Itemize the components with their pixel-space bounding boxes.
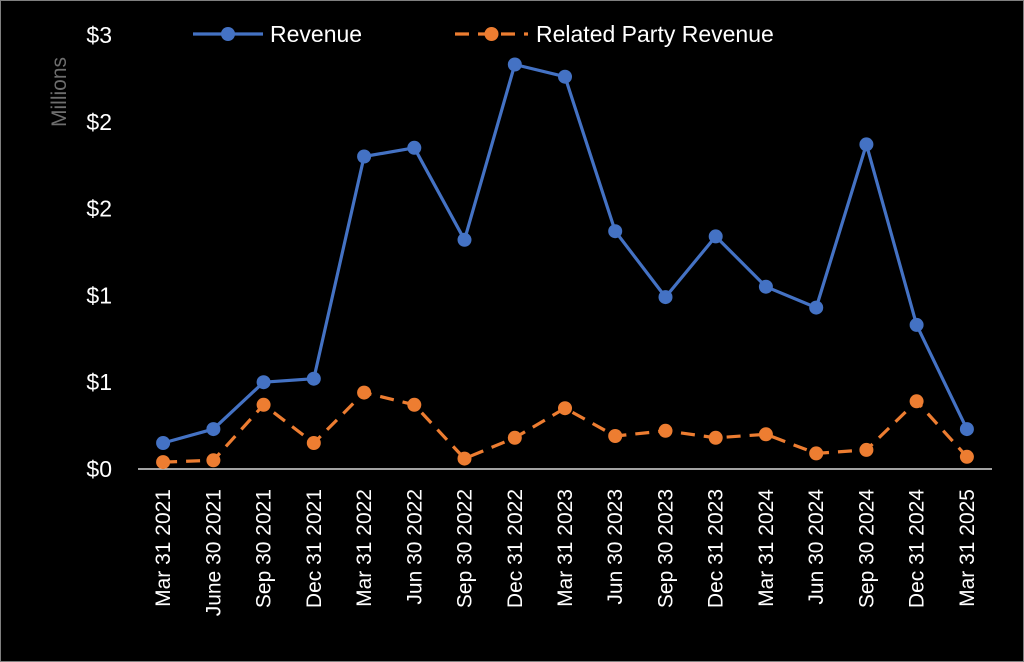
y-tick-label: $1 — [86, 369, 112, 395]
x-axis: Mar 31 2021 June 30 2021 Sep 30 2021 Dec 31… — [152, 489, 979, 617]
data-point — [156, 455, 171, 470]
x-tick-label: Mar 31 2023 — [554, 489, 577, 607]
data-point — [909, 394, 924, 409]
data-point — [306, 371, 321, 386]
y-tick-label: $3 — [86, 22, 112, 48]
x-tick-label: Jun 30 2022 — [403, 489, 426, 605]
data-point — [708, 229, 723, 244]
data-point — [457, 232, 472, 247]
data-point — [859, 442, 874, 457]
data-point — [156, 436, 171, 450]
x-tick-label: Jun 30 2023 — [604, 489, 627, 605]
data-point — [658, 290, 673, 305]
x-tick-label: June 30 2021 — [202, 489, 225, 616]
data-point — [206, 422, 221, 437]
x-tick-label: Sep 30 2022 — [454, 489, 477, 608]
x-tick-label: Dec 31 2023 — [705, 489, 728, 608]
data-point — [507, 430, 522, 445]
data-point — [206, 453, 221, 468]
data-point — [658, 423, 673, 438]
x-tick-label: Mar 31 2022 — [353, 489, 376, 607]
x-tick-label: Dec 31 2024 — [906, 489, 929, 608]
data-point — [809, 300, 824, 315]
series-line-1 — [163, 391, 969, 464]
series-line-0 — [162, 62, 969, 445]
x-tick-label: Jun 30 2024 — [805, 489, 828, 605]
y-tick-label: $1 — [86, 282, 112, 308]
data-point — [256, 375, 271, 390]
y-tick-label: $2 — [86, 196, 112, 222]
data-point — [407, 140, 422, 155]
data-point — [959, 449, 974, 464]
data-point — [558, 69, 572, 84]
y-units-label: Millions — [48, 57, 71, 127]
data-point — [708, 430, 723, 445]
x-tick-label: Mar 31 2024 — [755, 489, 778, 607]
x-tick-label: Dec 31 2021 — [303, 489, 326, 608]
x-tick-label: Mar 31 2021 — [152, 489, 175, 607]
data-point — [959, 422, 974, 437]
x-tick-label: Sep 30 2021 — [253, 489, 276, 608]
data-point — [909, 317, 924, 332]
legend-marker-1 — [484, 27, 499, 41]
data-point — [407, 397, 422, 412]
x-tick-label: Sep 30 2023 — [654, 489, 677, 608]
data-point — [558, 401, 572, 416]
data-point — [457, 451, 472, 466]
data-point — [256, 397, 271, 412]
data-point — [357, 385, 372, 400]
data-point — [859, 137, 874, 152]
y-axis: $0 $1 $1 $2 $2 $3 — [86, 22, 112, 482]
y-tick-label: $2 — [86, 109, 112, 135]
x-tick-label: Dec 31 2022 — [504, 489, 527, 608]
data-point — [758, 279, 773, 294]
data-point — [357, 149, 372, 164]
legend: Revenue Related Party Revenue — [193, 21, 774, 47]
series-layer — [156, 57, 974, 470]
y-tick-label: $0 — [86, 456, 112, 482]
legend-marker-0 — [221, 27, 235, 41]
data-point — [809, 446, 824, 461]
data-point — [507, 57, 522, 72]
data-point — [758, 427, 773, 442]
data-point — [608, 429, 623, 443]
legend-label-0: Revenue — [270, 21, 362, 47]
x-tick-label: Sep 30 2024 — [855, 489, 878, 608]
legend-label-1: Related Party Revenue — [536, 21, 774, 47]
data-point — [608, 224, 623, 239]
data-point — [306, 436, 321, 450]
x-tick-label: Mar 31 2025 — [956, 489, 979, 607]
